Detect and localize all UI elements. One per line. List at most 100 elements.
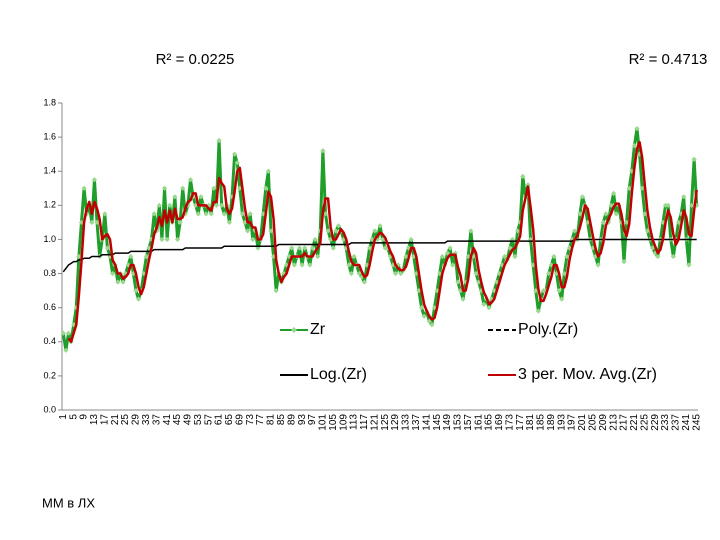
x-tick-label: 93 <box>297 414 308 426</box>
data-point <box>346 262 352 268</box>
data-point <box>325 228 331 234</box>
x-tick-label: 85 <box>276 414 287 426</box>
data-point <box>333 228 339 234</box>
footer-note: ММ в ЛХ <box>42 495 95 510</box>
data-point <box>444 250 451 256</box>
data-point <box>291 262 297 268</box>
y-tick-label: 1.6 <box>43 131 56 141</box>
data-point <box>626 185 632 191</box>
x-tick-label: 53 <box>193 414 204 426</box>
data-point <box>377 223 383 229</box>
x-tick-label: 69 <box>234 414 245 426</box>
data-point <box>468 228 474 234</box>
data-point <box>624 219 630 225</box>
data-point <box>133 288 139 294</box>
x-tick-label: 21 <box>110 414 121 426</box>
data-point <box>81 185 87 191</box>
series-line <box>62 238 697 273</box>
data-point <box>265 168 271 174</box>
data-point <box>312 236 318 243</box>
x-tick-label: 97 <box>307 414 318 426</box>
data-point <box>489 296 495 302</box>
data-point <box>343 245 349 251</box>
data-point <box>434 288 440 294</box>
data-point <box>110 270 116 277</box>
data-point <box>322 211 329 217</box>
x-tick-label: 193 <box>556 414 567 431</box>
data-point <box>486 305 492 311</box>
x-tick-label: 133 <box>401 414 412 431</box>
data-point <box>566 245 573 251</box>
data-point <box>450 262 456 268</box>
y-tick-label: 1.4 <box>43 166 56 176</box>
x-tick-label: 33 <box>141 414 152 426</box>
x-tick-label: 181 <box>525 414 536 431</box>
x-tick-label: 173 <box>504 414 515 431</box>
data-point <box>174 236 181 243</box>
data-point <box>447 245 453 251</box>
data-point <box>289 245 295 251</box>
data-point <box>611 190 617 196</box>
data-point <box>670 253 676 260</box>
x-tick-label: 141 <box>421 414 432 431</box>
legend-label: Poly.(Zr) <box>518 321 578 338</box>
data-point <box>525 182 531 188</box>
x-tick-label: 245 <box>691 414 702 431</box>
data-point <box>156 202 162 208</box>
x-tick-label: 5 <box>68 414 79 420</box>
data-point <box>577 211 583 217</box>
data-point <box>123 270 129 277</box>
data-point <box>309 245 316 251</box>
data-point <box>63 347 69 353</box>
data-point <box>374 236 381 243</box>
data-point <box>60 330 66 336</box>
data-point <box>281 270 287 277</box>
data-point <box>120 279 126 285</box>
series-line <box>67 140 698 344</box>
data-point <box>208 211 214 217</box>
x-tick-label: 101 <box>318 414 329 431</box>
data-point <box>478 288 484 294</box>
data-point <box>302 245 308 251</box>
x-tick-label: 105 <box>328 414 339 431</box>
data-point <box>603 211 609 217</box>
data-point <box>613 211 619 217</box>
x-tick-label: 117 <box>359 414 370 430</box>
x-tick-label: 217 <box>619 414 630 431</box>
data-point <box>649 245 656 251</box>
data-point <box>372 228 378 234</box>
x-tick-label: 189 <box>546 414 557 431</box>
data-point <box>263 185 269 191</box>
data-point <box>665 202 671 208</box>
x-tick-label: 41 <box>162 414 173 426</box>
x-tick-label: 241 <box>681 414 692 431</box>
x-tick-label: 9 <box>79 414 90 420</box>
data-point <box>65 330 72 336</box>
data-point <box>164 236 170 243</box>
data-point <box>234 160 240 166</box>
y-tick-label: 0.6 <box>43 302 56 312</box>
data-point <box>572 228 578 234</box>
data-point <box>351 253 357 260</box>
data-point <box>533 288 539 294</box>
x-tick-label: 121 <box>369 414 380 431</box>
data-point <box>564 253 570 260</box>
data-point <box>161 185 168 191</box>
x-tick-label: 25 <box>120 414 131 426</box>
data-point <box>273 288 279 294</box>
x-tick-label: 65 <box>224 414 235 426</box>
y-tick-label: 0.8 <box>43 268 56 278</box>
data-point <box>496 270 503 277</box>
data-point <box>639 185 645 191</box>
data-point <box>546 270 552 277</box>
x-tick-label: 145 <box>432 414 443 431</box>
legend-label: 3 per. Mov. Avg.(Zr) <box>518 366 657 383</box>
x-tick-label: 129 <box>390 414 401 431</box>
data-point <box>600 219 606 225</box>
x-tick-label: 61 <box>214 414 225 426</box>
data-point <box>216 137 222 144</box>
data-point <box>104 245 111 251</box>
data-point <box>213 202 220 208</box>
data-point <box>691 156 697 162</box>
x-tick-label: 221 <box>629 414 640 431</box>
